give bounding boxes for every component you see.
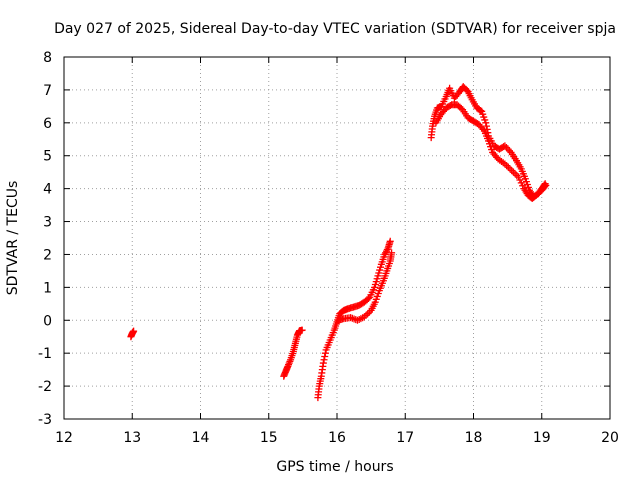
- series-segment-13h: [127, 327, 138, 341]
- y-tick-label: 6: [43, 116, 52, 132]
- data-point: [542, 181, 550, 189]
- data-markers: [127, 83, 550, 402]
- data-point: [320, 356, 328, 364]
- data-point: [284, 362, 292, 370]
- x-tick-label: 16: [328, 430, 346, 446]
- x-tick-label: 20: [601, 430, 619, 446]
- x-tick-label: 15: [260, 430, 278, 446]
- data-point: [502, 144, 510, 151]
- data-point: [511, 170, 519, 178]
- y-axis-title: SDTVAR / TECUs: [5, 181, 21, 296]
- y-tick-label: 8: [43, 50, 52, 66]
- y-tick-label: 7: [43, 83, 52, 99]
- data-point: [357, 315, 365, 323]
- x-axis-title: GPS time / hours: [276, 459, 393, 475]
- x-tick-label: 13: [123, 430, 141, 446]
- series-segment-15.2h: [280, 326, 306, 380]
- data-point: [383, 246, 391, 254]
- data-point: [482, 119, 490, 127]
- data-point: [479, 125, 487, 133]
- y-tick-label: -1: [38, 346, 52, 362]
- series-segment-16h-lower: [334, 249, 396, 324]
- data-point: [541, 183, 549, 191]
- data-point: [501, 142, 509, 150]
- y-tick-label: 2: [43, 247, 52, 263]
- x-tick-label: 14: [192, 430, 210, 446]
- data-point: [476, 106, 484, 114]
- data-point: [388, 249, 396, 257]
- data-point: [285, 359, 293, 367]
- y-tick-label: 0: [43, 313, 52, 329]
- data-point: [130, 327, 138, 335]
- series-segment-15.7h-upper: [314, 237, 394, 402]
- data-point: [509, 168, 517, 176]
- y-tick-label: 1: [43, 280, 52, 296]
- y-tick-label: 5: [43, 149, 52, 165]
- chart-title: Day 027 of 2025, Sidereal Day-to-day VTE…: [54, 21, 616, 37]
- data-point: [286, 357, 294, 365]
- data-point: [364, 294, 372, 302]
- data-point: [504, 163, 512, 171]
- x-tick-label: 17: [396, 430, 414, 446]
- data-point: [386, 237, 394, 245]
- grid-layer: [64, 57, 610, 419]
- data-point: [506, 165, 514, 173]
- x-tick-label: 12: [55, 430, 73, 446]
- data-point: [321, 352, 329, 360]
- data-point: [321, 349, 329, 357]
- data-point: [298, 326, 306, 334]
- y-tick-label: -3: [38, 412, 52, 428]
- data-point: [504, 145, 512, 153]
- data-point: [506, 147, 514, 155]
- data-point: [285, 361, 293, 369]
- data-point: [364, 310, 372, 318]
- y-tick-label: 3: [43, 215, 52, 231]
- y-tick-label: 4: [43, 182, 52, 198]
- x-tick-label: 18: [465, 430, 483, 446]
- y-tick-label: -2: [38, 379, 52, 395]
- x-tick-label: 19: [533, 430, 551, 446]
- data-point: [482, 122, 490, 130]
- series-segment-17.4h-inner: [432, 101, 550, 203]
- data-point: [508, 167, 516, 175]
- data-point: [319, 359, 327, 367]
